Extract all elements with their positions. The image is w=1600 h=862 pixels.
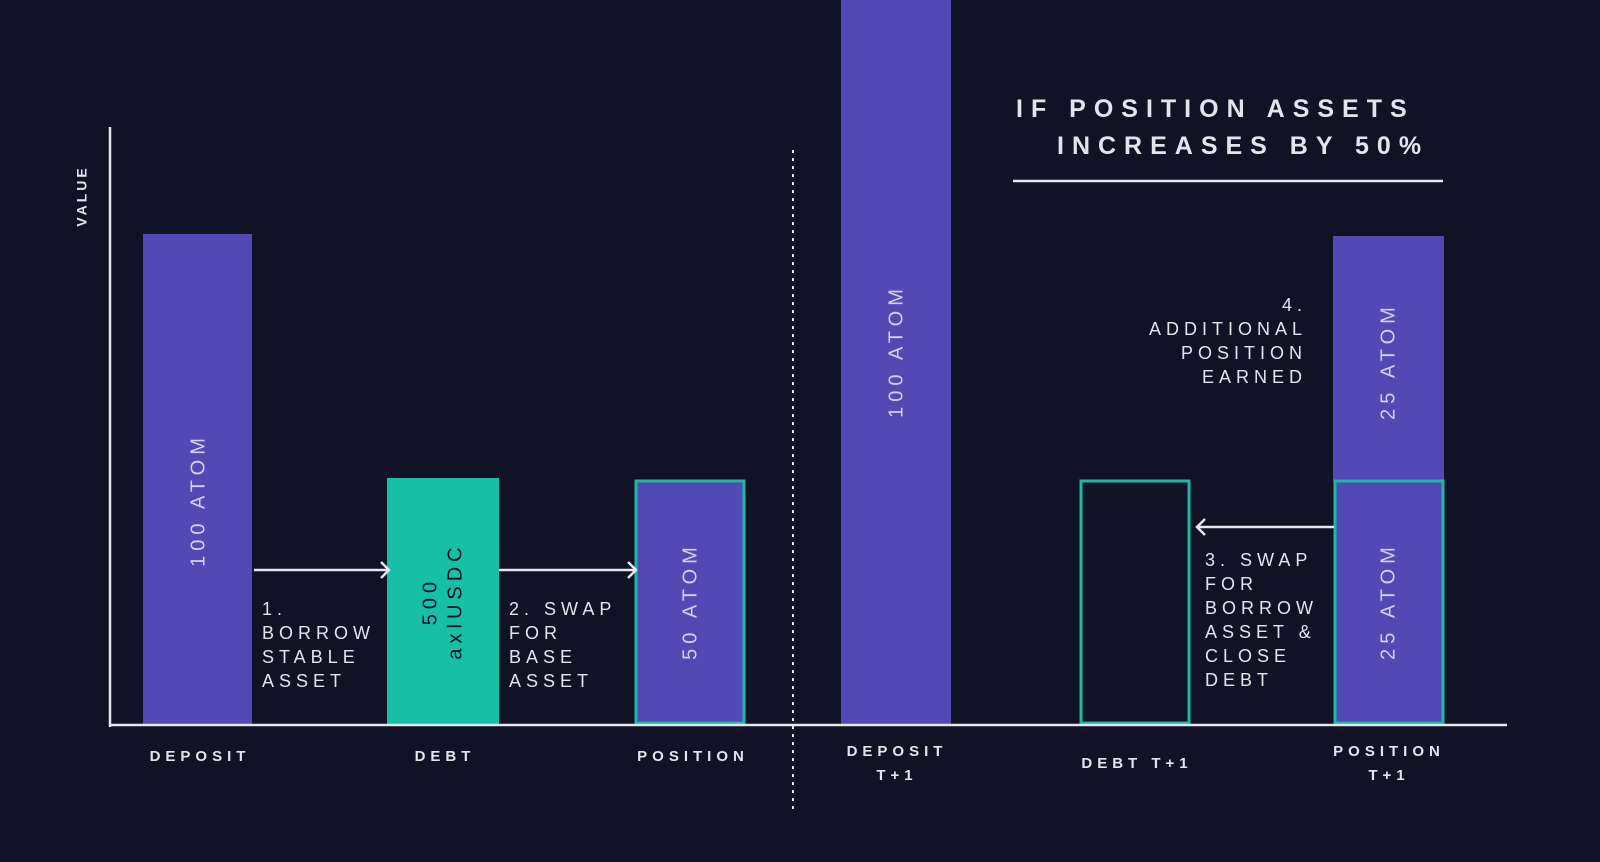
- step1-line-2: BORROW: [262, 623, 375, 643]
- step3-arrow: [1195, 518, 1334, 536]
- position-t1-added-label: 25 ATOM: [1377, 302, 1399, 420]
- category-deposit-t1-line-1: DEPOSIT: [847, 743, 948, 760]
- heading-line-2: INCREASES BY 50%: [1057, 132, 1429, 160]
- step1-line-1: 1.: [262, 599, 287, 619]
- step4-line-4: EARNED: [1202, 367, 1307, 387]
- step3-line-1: 3. SWAP: [1205, 550, 1312, 570]
- category-debt: DEBT: [415, 748, 476, 765]
- step4-line-2: ADDITIONAL: [1149, 319, 1307, 339]
- deposit-t1-bar-label: 100 ATOM: [885, 284, 907, 418]
- step2-arrow: [499, 561, 638, 579]
- step4-line-3: POSITION: [1181, 343, 1307, 363]
- category-position-t1-line-1: POSITION: [1333, 743, 1445, 760]
- debt-t1-bar: [1079, 479, 1191, 725]
- step2-line-3: BASE: [509, 647, 577, 667]
- step2-line-4: ASSET: [509, 671, 593, 691]
- step1-arrow: [254, 561, 391, 579]
- deposit-t1-bar: [841, 0, 951, 724]
- deposit-bar: [143, 234, 252, 724]
- position-bar: [634, 479, 746, 725]
- step1-line-4: ASSET: [262, 671, 346, 691]
- step2-line-2: FOR: [509, 623, 562, 643]
- position-bar-label: 50 ATOM: [679, 542, 701, 660]
- step4-line-1: 4.: [1282, 295, 1307, 315]
- position-t1-base-label: 25 ATOM: [1377, 542, 1399, 660]
- step3-line-4: ASSET &: [1205, 622, 1316, 642]
- debt-bar-amount: 500: [419, 577, 441, 625]
- step3-line-3: BORROW: [1205, 598, 1318, 618]
- debt-bar: [387, 478, 499, 724]
- position-t1-base-segment: [1333, 479, 1445, 725]
- step1-line-3: STABLE: [262, 647, 360, 667]
- y-axis-label: VALUE: [74, 165, 90, 226]
- step3-line-2: FOR: [1205, 574, 1258, 594]
- step3-line-6: DEBT: [1205, 670, 1273, 690]
- step2-line-1: 2. SWAP: [509, 599, 616, 619]
- debt-bar-asset: axlUSDC: [444, 542, 466, 659]
- category-debt-t1: DEBT T+1: [1081, 755, 1192, 772]
- category-position-t1-line-2: T+1: [1368, 767, 1409, 784]
- category-deposit: DEPOSIT: [150, 748, 251, 765]
- deposit-bar-label: 100 ATOM: [187, 433, 209, 567]
- heading-line-1: IF POSITION ASSETS: [1016, 95, 1415, 123]
- category-deposit-t1-line-2: T+1: [876, 767, 917, 784]
- position-t1-added-segment: [1333, 236, 1444, 481]
- step3-line-5: CLOSE: [1205, 646, 1291, 666]
- category-position: POSITION: [637, 748, 749, 765]
